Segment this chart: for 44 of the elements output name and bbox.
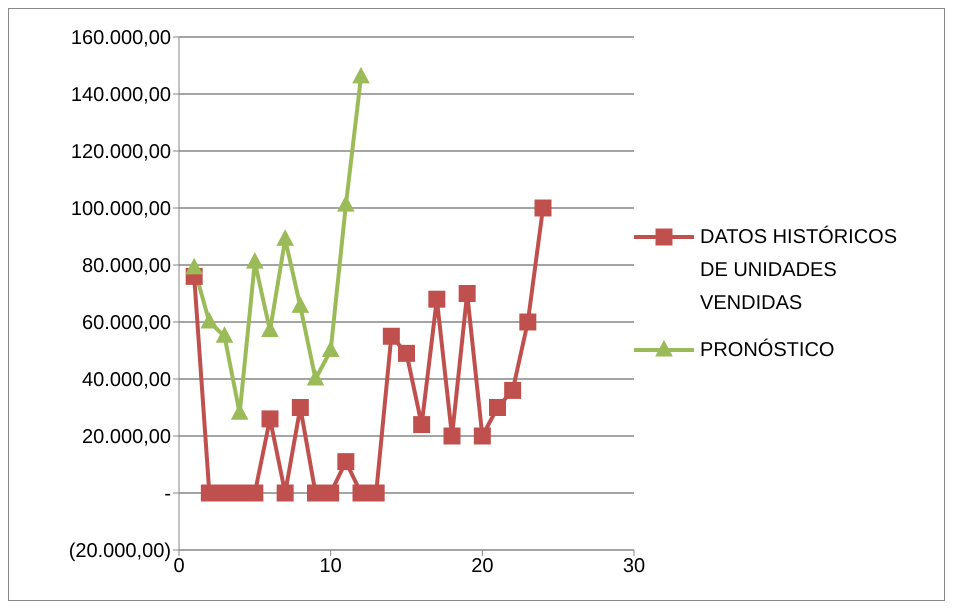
point	[474, 428, 491, 444]
point	[458, 285, 476, 302]
point	[444, 428, 460, 444]
point	[246, 252, 264, 269]
point	[398, 344, 415, 362]
y-tick-label: 160.000,00	[70, 27, 171, 50]
point	[276, 230, 294, 246]
point	[292, 399, 309, 416]
point	[292, 296, 309, 313]
point	[246, 484, 264, 502]
y-tick-label: 140.000,00	[70, 84, 171, 106]
point	[186, 258, 203, 274]
x-tick-label: 10	[320, 555, 342, 578]
y-tick-label: 80.000,00	[82, 255, 171, 278]
point	[504, 382, 522, 399]
y-tick-label: -	[164, 483, 171, 506]
point	[322, 341, 340, 357]
point	[262, 410, 278, 428]
point	[216, 326, 233, 343]
point	[276, 484, 294, 502]
y-tick-label: 100.000,00	[70, 198, 171, 220]
y-tick-label: 120.000,00	[70, 141, 171, 164]
point	[352, 67, 370, 84]
x-tick-label: 20	[471, 555, 494, 578]
legend-label: PRONÓSTICO	[700, 338, 836, 362]
y-tick-label: 40.000,00	[82, 369, 171, 392]
point	[534, 200, 552, 216]
point	[307, 370, 324, 386]
point	[489, 399, 506, 416]
point	[322, 484, 340, 502]
point	[337, 196, 354, 212]
y-tick-label: 20.000,00	[82, 426, 171, 448]
y-tick-label: (20.000,00)	[68, 540, 171, 562]
point	[368, 484, 385, 502]
point	[519, 314, 536, 330]
point	[200, 312, 218, 328]
x-tick-label: 30	[622, 555, 646, 578]
point	[382, 328, 400, 345]
point	[337, 453, 354, 470]
x-tick-label: 0	[173, 555, 185, 578]
y-tick-label: 60.000,00	[82, 312, 171, 334]
point	[413, 416, 430, 434]
legend-label: DATOS HISTÓRICOS DE UNIDADES VENDIDAS	[700, 224, 898, 316]
point	[428, 290, 446, 308]
